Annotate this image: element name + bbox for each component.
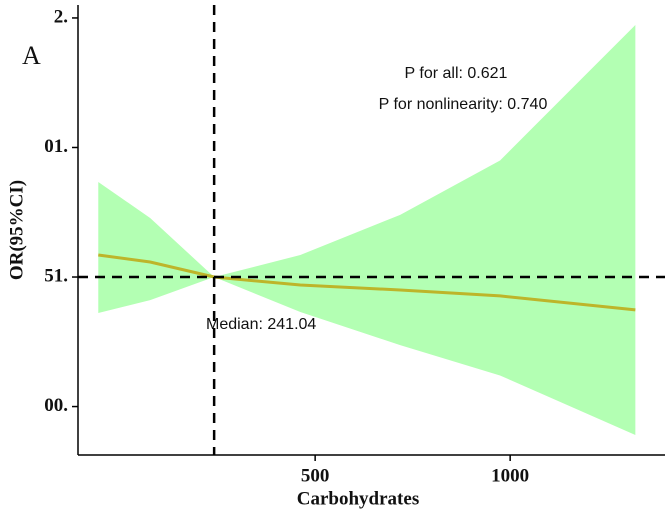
annotation: P for all: 0.621 — [405, 65, 508, 82]
y-tick-label: 2. — [54, 6, 68, 27]
annotation: Median: 241.04 — [206, 316, 316, 333]
x-tick-label: 500 — [301, 465, 330, 486]
y-tick-label: 00. — [44, 395, 68, 416]
x-axis-title: Carbohydrates — [297, 488, 419, 509]
y-tick-label: 01. — [44, 136, 68, 157]
ci-band — [98, 24, 636, 436]
panel-label: A — [22, 41, 41, 70]
y-axis-title: OR(95%CI) — [6, 180, 27, 280]
y-tick-label: 51. — [44, 265, 68, 286]
annotation: P for nonlinearity: 0.740 — [379, 96, 548, 113]
x-tick-label: 1000 — [491, 465, 529, 486]
or-line — [98, 253, 636, 312]
